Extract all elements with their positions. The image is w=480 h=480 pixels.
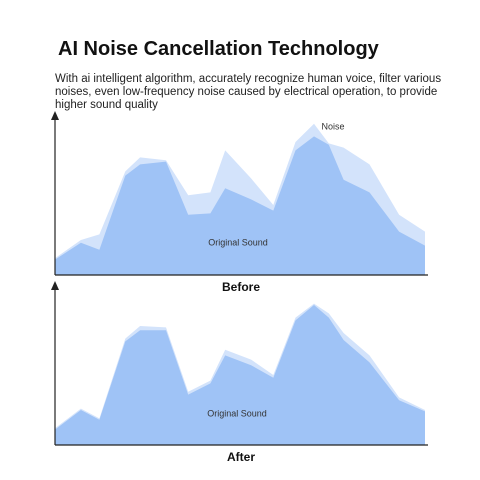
chart-title: Before bbox=[222, 280, 260, 294]
series-label: Original Sound bbox=[207, 408, 267, 418]
series-label: Original Sound bbox=[208, 237, 268, 247]
description: With ai intelligent algorithm, accuratel… bbox=[55, 73, 442, 111]
y-arrow bbox=[51, 111, 59, 120]
chart-title: After bbox=[227, 450, 255, 464]
page-title: AI Noise Cancellation Technology bbox=[58, 38, 379, 60]
area bbox=[55, 136, 425, 275]
y-arrow bbox=[51, 281, 59, 290]
series-label: Noise bbox=[321, 121, 344, 131]
area bbox=[55, 305, 425, 445]
